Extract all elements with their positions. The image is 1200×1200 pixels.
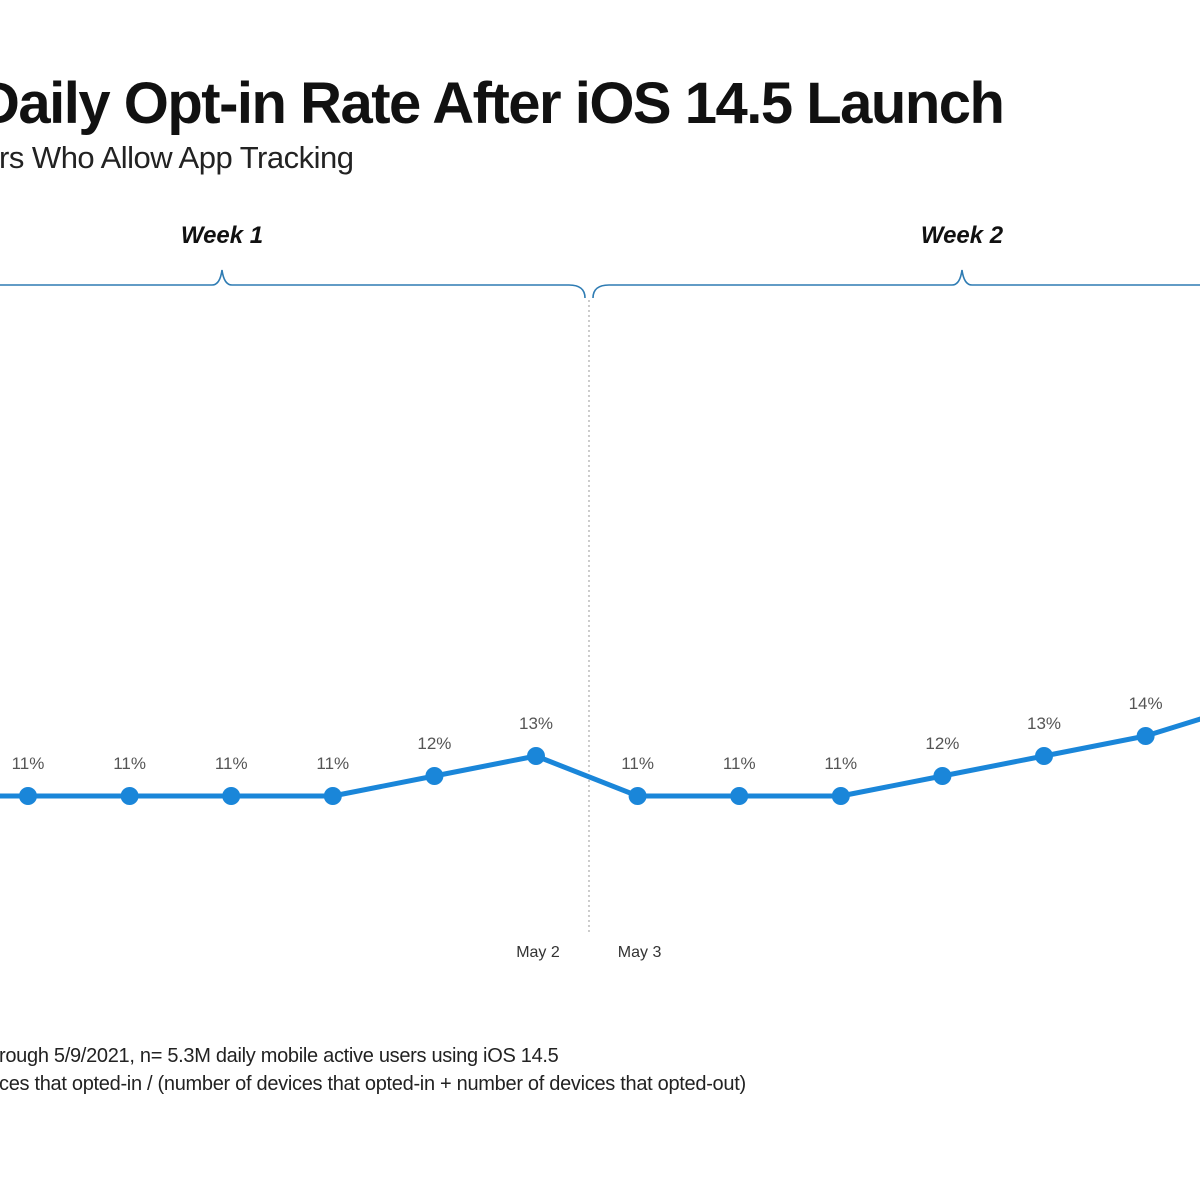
data-label: 13% <box>1027 714 1061 733</box>
chart-title: Daily Opt-in Rate After iOS 14.5 Launch <box>0 71 1005 136</box>
week-labels: Week 1 Week 2 <box>181 222 1004 249</box>
data-point <box>1136 727 1155 745</box>
data-label: 12% <box>417 734 451 753</box>
week-brackets <box>0 269 1200 299</box>
data-label: 13% <box>519 714 553 733</box>
data-label: 11% <box>621 754 654 773</box>
data-point <box>628 787 647 805</box>
x-axis-labels: May 2 May 3 <box>516 944 661 961</box>
data-label: 11% <box>113 754 146 773</box>
data-label: 11% <box>316 754 349 773</box>
data-point <box>933 767 952 785</box>
week-label: Week 2 <box>921 222 1004 249</box>
footnote-source: rough 5/9/2021, n= 5.3M daily mobile act… <box>0 1045 559 1067</box>
x-tick-label: May 3 <box>618 944 662 961</box>
data-point <box>425 767 444 785</box>
data-point <box>323 787 342 805</box>
x-tick-label: May 2 <box>516 944 560 961</box>
data-points <box>19 727 1155 805</box>
data-label: 11% <box>215 754 248 773</box>
week-label: Week 1 <box>181 222 263 249</box>
data-label: 14% <box>1129 694 1163 713</box>
data-point <box>527 747 545 765</box>
week-2-bracket <box>592 269 1200 299</box>
data-point <box>1035 747 1053 765</box>
data-label: 11% <box>824 754 857 773</box>
data-label: 12% <box>925 734 959 753</box>
week-1-bracket <box>0 269 586 299</box>
chart-subtitle: rs Who Allow App Tracking <box>0 140 354 175</box>
data-labels: 11% 11% 11% 11% 12% 13% 11% 11% 11% 12% 13% 14% <box>12 694 1163 773</box>
series-line <box>0 716 1200 799</box>
data-point <box>120 787 139 805</box>
data-point <box>19 787 37 805</box>
data-point <box>222 787 241 805</box>
data-label: 11% <box>12 754 45 773</box>
footnote-definition: ces that opted-in / (number of devices t… <box>0 1073 746 1095</box>
data-point <box>831 787 850 805</box>
data-label: 11% <box>723 754 756 773</box>
series-line-group <box>0 716 1200 799</box>
data-point <box>730 787 749 805</box>
